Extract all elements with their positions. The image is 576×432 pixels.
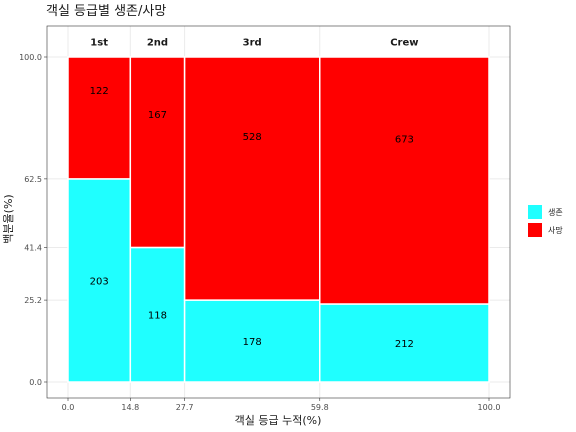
strip-label: 2nd [147,38,168,49]
chart-title: 객실 등급별 생존/사망 [46,4,166,19]
tile-survived [319,303,490,383]
x-tick-label: 59.8 [311,403,329,412]
count-label-died: 167 [148,110,167,121]
plot-panel: 1st 2nd 3rd Crew 203 122 118 167 178 528 212 673 0.0… [19,25,511,412]
count-label-survived: 212 [395,339,414,350]
x-axis-title: 객실 등급 누적(%) [235,414,322,427]
y-tick-label: 100.0 [19,53,42,62]
strip-label: 3rd [243,38,262,49]
legend-label: 사망 [548,225,563,235]
count-label-survived: 118 [148,311,167,322]
legend-label: 생존 [548,207,563,217]
count-label-died: 528 [243,132,262,143]
tile-died [183,56,321,301]
y-axis-title: 백분율(%) [2,194,15,243]
x-tick-label: 0.0 [62,403,75,412]
count-label-survived: 203 [90,276,109,287]
x-tick-label: 14.8 [121,403,139,412]
strip-label: Crew [390,38,418,49]
tile-survived [67,178,132,383]
strip-label: 1st [90,38,108,49]
tile-survived [183,299,321,383]
count-label-died: 122 [90,86,109,97]
tile-died [129,56,186,249]
y-tick-label: 25.2 [24,296,42,305]
y-tick-label: 62.5 [24,175,42,184]
x-tick-label: 27.7 [176,403,194,412]
legend-swatch [528,205,542,219]
tile-died [319,56,490,305]
tile-survived [129,246,186,383]
legend-swatch [528,223,542,237]
count-label-survived: 178 [243,337,262,348]
y-tick-label: 41.4 [24,243,42,252]
x-tick-label: 100.0 [478,403,501,412]
panel-border [46,25,511,399]
y-tick-label: 0.0 [29,378,42,387]
count-label-died: 673 [395,135,414,146]
tile-died [67,56,132,180]
